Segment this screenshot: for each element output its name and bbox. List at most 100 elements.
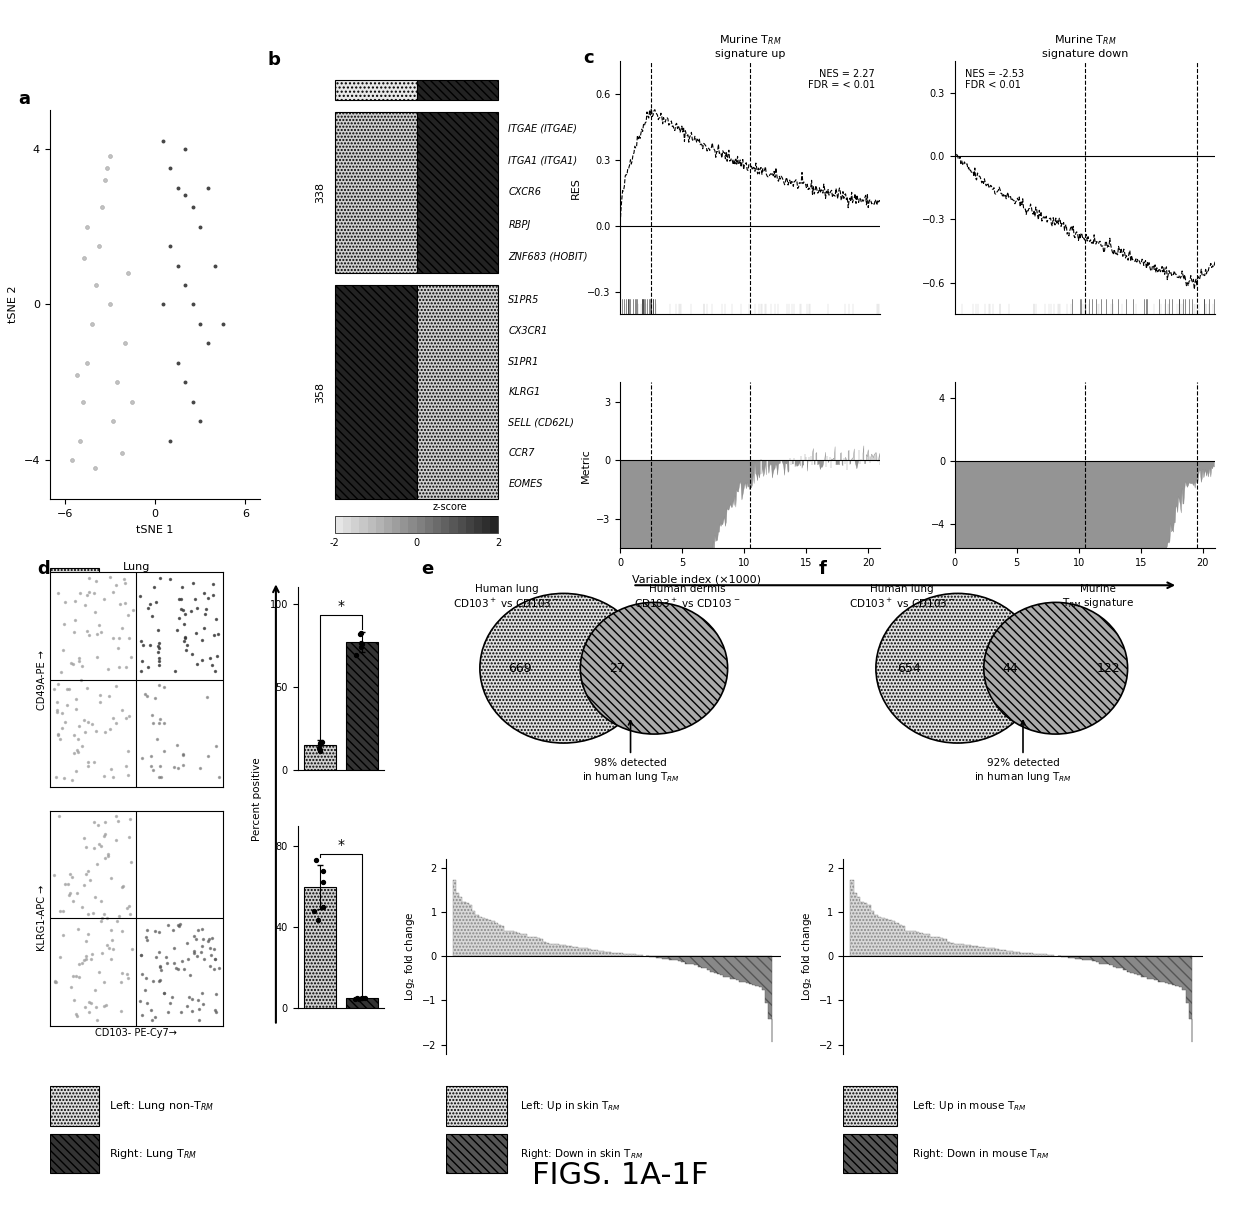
Point — [154, 741, 174, 760]
Point — [312, 872, 332, 892]
Bar — [458, 516, 466, 533]
Point — [186, 588, 206, 608]
Point — [148, 728, 167, 748]
Point — [198, 932, 218, 951]
Bar — [50, 568, 99, 609]
Point — [174, 745, 193, 765]
Point — [123, 392, 143, 412]
Point — [123, 600, 143, 620]
Text: 122: 122 — [1096, 661, 1120, 675]
Bar — [843, 1086, 898, 1125]
Point — [130, 945, 150, 965]
Point — [87, 571, 107, 591]
Text: S1PR1: S1PR1 — [508, 357, 539, 367]
Point — [136, 994, 156, 1013]
Point — [47, 700, 67, 720]
Point — [182, 295, 202, 314]
Point — [83, 903, 103, 922]
Point — [166, 959, 186, 978]
Point — [210, 959, 229, 978]
Point — [69, 431, 89, 451]
Text: ITGA1 (ITGA1): ITGA1 (ITGA1) — [508, 155, 578, 166]
Point — [89, 615, 109, 635]
Point — [52, 719, 72, 738]
Point — [306, 850, 326, 870]
Point — [119, 828, 139, 848]
Point — [95, 171, 115, 190]
Point — [78, 756, 98, 776]
Point — [87, 1010, 107, 1029]
Point — [87, 998, 107, 1017]
Point — [45, 680, 64, 699]
Point — [146, 948, 166, 967]
Bar — [384, 516, 392, 533]
Point — [160, 236, 180, 256]
Text: Right: Down in mouse T$_{RM}$: Right: Down in mouse T$_{RM}$ — [911, 1146, 1049, 1161]
Point — [175, 185, 195, 205]
Point — [88, 962, 108, 982]
Point — [200, 648, 219, 667]
Point — [157, 952, 177, 972]
Bar — [50, 1134, 99, 1173]
Point — [77, 678, 97, 698]
Point — [188, 920, 208, 939]
Point — [48, 725, 68, 744]
Circle shape — [983, 603, 1127, 734]
Point — [117, 658, 136, 677]
Point — [67, 699, 87, 719]
Point — [206, 949, 226, 968]
Point — [105, 575, 125, 594]
Point — [165, 661, 185, 681]
Point — [117, 709, 136, 728]
Point — [188, 999, 208, 1018]
Point — [77, 621, 97, 641]
Point — [55, 875, 74, 894]
Point — [170, 915, 190, 934]
Point — [60, 864, 79, 883]
Point — [74, 875, 94, 894]
Point — [50, 806, 69, 826]
Point — [58, 875, 78, 894]
Point — [83, 753, 103, 772]
Point — [76, 998, 95, 1017]
Bar — [417, 80, 498, 100]
Point — [112, 921, 131, 940]
Point — [182, 392, 202, 412]
Point — [72, 670, 92, 689]
Point — [74, 710, 94, 730]
Text: Murine
T$_{RM}$ signature: Murine T$_{RM}$ signature — [1063, 585, 1135, 610]
Point — [61, 978, 81, 998]
Point — [78, 625, 98, 644]
Point — [102, 929, 122, 949]
Point — [69, 967, 89, 987]
Point — [195, 618, 215, 637]
Point — [203, 575, 223, 594]
Point — [122, 647, 141, 666]
Point — [81, 994, 100, 1013]
Point — [109, 906, 129, 926]
Point — [114, 570, 134, 590]
Point — [62, 451, 82, 470]
Text: 338: 338 — [315, 181, 325, 203]
Point — [150, 956, 170, 976]
Point — [107, 806, 126, 826]
Point — [84, 838, 104, 857]
Point — [102, 949, 122, 968]
Point — [76, 722, 95, 742]
Point — [78, 924, 98, 944]
Point — [203, 586, 223, 605]
Text: ZNF683 (HOBIT): ZNF683 (HOBIT) — [508, 252, 588, 262]
Text: c: c — [583, 49, 594, 67]
Point — [100, 146, 120, 166]
Point — [62, 867, 82, 887]
Point — [135, 980, 155, 1000]
Point — [72, 898, 92, 917]
Point — [86, 887, 105, 906]
Circle shape — [580, 603, 728, 734]
Point — [195, 949, 215, 968]
Bar — [335, 516, 498, 533]
Point — [76, 949, 95, 968]
Point — [312, 861, 332, 881]
Point — [91, 685, 110, 704]
Point — [53, 926, 73, 945]
